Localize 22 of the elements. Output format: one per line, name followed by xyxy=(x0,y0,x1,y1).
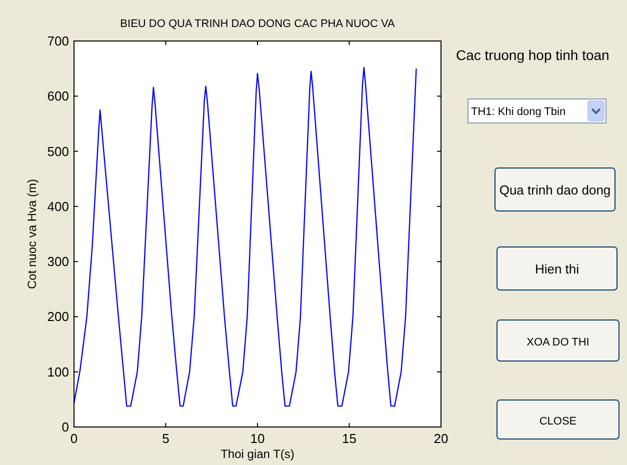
y-axis-title: Cot nuoc va Hva (m) xyxy=(25,178,39,290)
y-tick-label: 200 xyxy=(47,309,69,324)
button: Qua trinh dao dong xyxy=(494,168,616,212)
x-tick-label: 10 xyxy=(250,431,265,446)
button: Hien thi xyxy=(496,246,618,290)
line-series xyxy=(73,66,417,407)
x-tick-label: 20 xyxy=(434,431,448,446)
text: Cac truong hop tinh toan xyxy=(456,47,610,63)
y-tick-label: 0 xyxy=(62,420,69,434)
x-tick-label: 15 xyxy=(342,431,356,446)
x-tick-label: 5 xyxy=(162,431,170,446)
y-tick-label: 400 xyxy=(47,198,69,214)
chart-title: BIEU DO QUA TRINH DAO DONG CAC PHA NUOC VA xyxy=(120,18,396,30)
y-tick-label: 500 xyxy=(47,144,69,159)
button: XOA DO THI xyxy=(496,320,620,362)
y-tick-label: 100 xyxy=(47,364,69,380)
x-axis-title: Thoi gian T(s) xyxy=(220,447,294,461)
y-tick-label: 700 xyxy=(47,34,69,48)
dropdown: TH1: Khi dong Tbin xyxy=(468,98,606,124)
y-tick-label: 600 xyxy=(47,88,69,104)
button: CLOSE xyxy=(496,400,620,440)
y-tick-label: 300 xyxy=(47,254,69,270)
